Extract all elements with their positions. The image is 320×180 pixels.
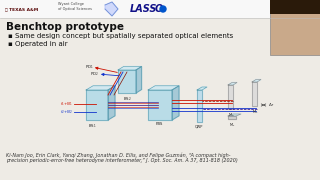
Polygon shape <box>228 82 237 85</box>
Polygon shape <box>228 116 236 119</box>
Text: BS$_2$: BS$_2$ <box>123 95 131 103</box>
Text: Ⓢ TEXAS A&M: Ⓢ TEXAS A&M <box>5 7 38 11</box>
Text: ▪ Operated in air: ▪ Operated in air <box>8 41 68 47</box>
Text: ▪ Same design concept but spatially separated optical elements: ▪ Same design concept but spatially sepa… <box>8 33 233 39</box>
Text: M$_s$: M$_s$ <box>229 121 235 129</box>
Polygon shape <box>228 85 233 109</box>
Text: PD$_2$: PD$_2$ <box>90 70 99 78</box>
Text: BS$_1$: BS$_1$ <box>88 122 96 130</box>
Text: O: O <box>155 4 163 14</box>
Text: LASS: LASS <box>130 4 157 14</box>
Text: QWP: QWP <box>195 124 203 128</box>
Polygon shape <box>86 90 108 120</box>
Text: PD$_1$: PD$_1$ <box>85 63 94 71</box>
Text: $f_2$+$N_2$: $f_2$+$N_2$ <box>60 108 73 116</box>
Text: M$_R$: M$_R$ <box>228 111 234 119</box>
Polygon shape <box>86 86 115 90</box>
Polygon shape <box>118 70 136 93</box>
Text: Wyant College
of Optical Sciences: Wyant College of Optical Sciences <box>58 2 92 11</box>
Circle shape <box>160 6 166 12</box>
Polygon shape <box>136 66 141 93</box>
Text: M$_T$: M$_T$ <box>252 108 258 116</box>
Polygon shape <box>118 66 141 70</box>
Text: Ki-Nam Joo, Erin Clark, Yanqi Zhang, Jonathan D. Ellis, and Felipe Guzmán, “A co: Ki-Nam Joo, Erin Clark, Yanqi Zhang, Jon… <box>6 153 230 159</box>
Polygon shape <box>252 80 261 82</box>
Text: PBS: PBS <box>155 122 163 126</box>
Polygon shape <box>252 82 257 106</box>
Bar <box>0 0 320 18</box>
Polygon shape <box>148 90 172 120</box>
Text: Benchtop prototype: Benchtop prototype <box>6 22 124 32</box>
Polygon shape <box>197 87 207 90</box>
Polygon shape <box>105 2 118 16</box>
Polygon shape <box>148 86 179 90</box>
Text: $\Delta z$: $\Delta z$ <box>268 102 275 109</box>
Text: precision periodic-error-free heterodyne interferometer,” J. Opt. Soc. Am. A 37,: precision periodic-error-free heterodyne… <box>6 158 238 163</box>
Bar <box>270 0 320 14</box>
Text: $f_1$+$N_1$: $f_1$+$N_1$ <box>60 100 73 108</box>
Polygon shape <box>108 86 115 120</box>
Polygon shape <box>228 114 241 116</box>
Bar <box>270 0 320 55</box>
Polygon shape <box>197 90 202 122</box>
Polygon shape <box>172 86 179 120</box>
